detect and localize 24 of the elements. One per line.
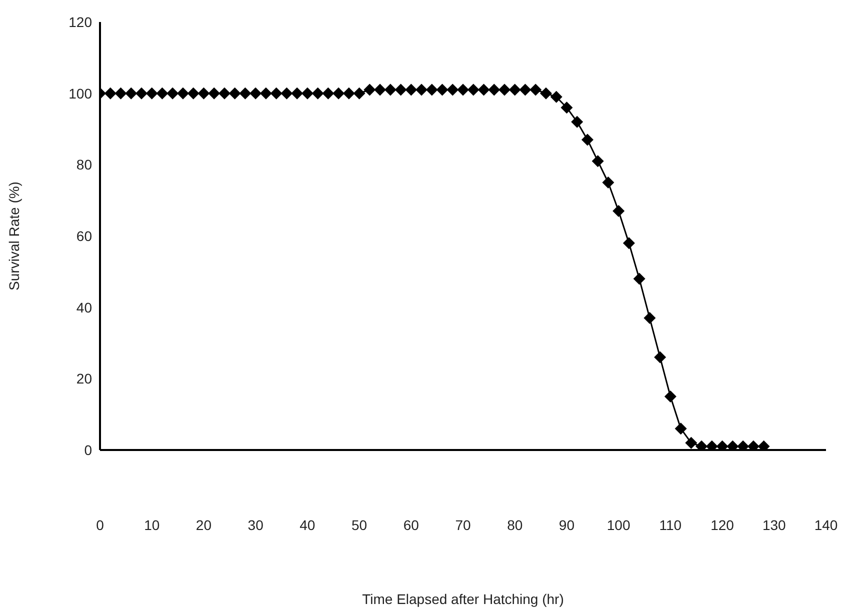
- y-tick-label: 60: [76, 228, 92, 244]
- y-tick-label: 120: [68, 14, 92, 30]
- x-tick-label: 140: [814, 516, 838, 533]
- x-tick-label: 80: [507, 516, 523, 533]
- x-tick-label: 120: [710, 516, 734, 533]
- x-tick-label: 10: [144, 516, 160, 533]
- x-tick-label: 130: [762, 516, 786, 533]
- x-tick-label: 100: [606, 516, 630, 533]
- y-tick-label: 80: [76, 156, 92, 173]
- x-axis-title: Time Elapsed after Hatching (hr): [362, 591, 564, 607]
- x-tick-label: 50: [351, 516, 368, 533]
- x-tick-label: 30: [248, 516, 264, 533]
- x-tick-label: 70: [455, 516, 471, 533]
- x-tick-label: 20: [196, 516, 212, 533]
- y-tick-label: 0: [84, 442, 92, 458]
- y-tick-label: 20: [76, 370, 92, 387]
- x-tick-label: 60: [403, 516, 420, 533]
- y-axis-title: Survival Rate (%): [6, 182, 22, 290]
- x-tick-label: 0: [96, 516, 104, 533]
- x-tick-label: 110: [659, 516, 682, 533]
- x-tick-label: 40: [300, 516, 316, 533]
- y-tick-label: 100: [68, 85, 92, 102]
- y-tick-label: 40: [76, 299, 92, 316]
- x-tick-label: 90: [558, 516, 575, 533]
